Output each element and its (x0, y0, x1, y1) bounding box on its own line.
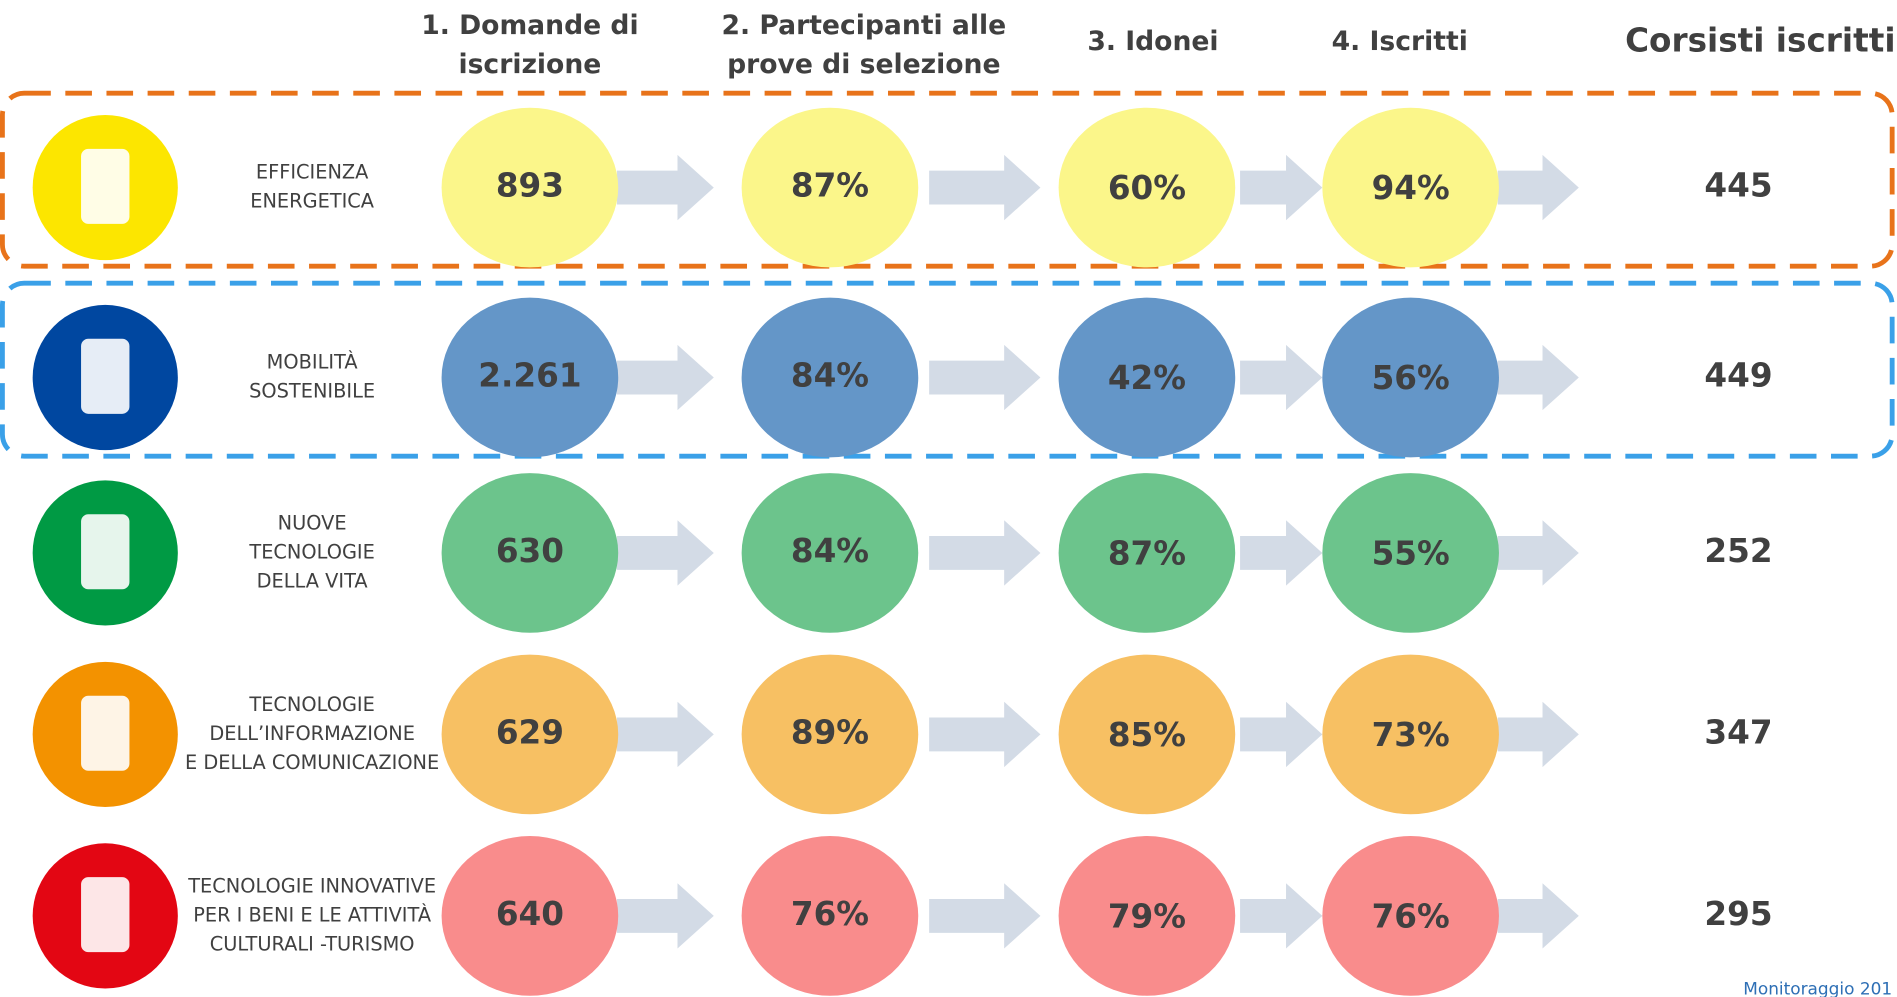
value-circle (741, 654, 919, 815)
row-label: SOSTENIBILE (249, 380, 375, 403)
arrow (1240, 520, 1323, 586)
arrow (617, 520, 714, 586)
value-circle (1058, 836, 1236, 996)
arrow (1240, 344, 1323, 411)
column-header: prove di selezione (727, 49, 1000, 80)
value-circle (441, 473, 619, 633)
value-circle (1322, 107, 1499, 268)
value-circle (741, 473, 919, 633)
value: 94% (1372, 169, 1450, 207)
arrow (929, 701, 1041, 768)
value: 76% (1372, 897, 1450, 935)
arrow (1497, 154, 1579, 221)
value-circle (441, 297, 619, 458)
value: 630 (496, 532, 564, 570)
value: 84% (791, 357, 869, 395)
value: 893 (496, 167, 564, 205)
value-circle (1058, 297, 1236, 458)
arrow (929, 344, 1041, 411)
arrow (929, 520, 1041, 586)
value-circle (1322, 297, 1499, 458)
arrow (1497, 701, 1579, 768)
arrow (1240, 883, 1323, 949)
row-label: TECNOLOGIE (248, 693, 374, 716)
icon-glyph (81, 338, 130, 414)
row-label: PER I BENI E LE ATTIVITÀ (193, 903, 432, 926)
value-circle (441, 654, 619, 815)
arrow (929, 154, 1041, 221)
value: 629 (496, 713, 564, 751)
footer: Monitoraggio 201 (1743, 979, 1892, 997)
value: 42% (1108, 359, 1186, 397)
arrow (617, 701, 714, 768)
arrow (617, 883, 714, 949)
row-label: NUOVE (278, 511, 347, 534)
value-circle (441, 107, 619, 268)
column-header: Corsisti iscritti (1625, 21, 1895, 59)
value-circle (1322, 836, 1499, 996)
value-circle (741, 107, 919, 268)
column-header: 3. Idonei (1087, 26, 1218, 57)
value: 2.261 (478, 357, 581, 395)
total: 449 (1704, 357, 1772, 395)
value: 56% (1372, 359, 1450, 397)
value: 87% (1108, 534, 1186, 572)
highlight-box (0, 280, 1895, 459)
value: 79% (1108, 897, 1186, 935)
column-header: 2. Partecipanti alle (721, 10, 1006, 41)
arrow (1497, 344, 1579, 411)
value-circle (1058, 473, 1236, 633)
row-label: EFFICIENZA (256, 161, 369, 184)
arrow (1497, 520, 1579, 586)
total: 445 (1704, 167, 1772, 205)
arrow (1240, 154, 1323, 221)
value-circle (1322, 473, 1499, 633)
value: 84% (791, 532, 869, 570)
row-label: E DELLA COMUNICAZIONE (185, 751, 439, 774)
highlight-box (0, 90, 1895, 269)
value: 73% (1372, 716, 1450, 754)
value: 87% (791, 167, 869, 205)
value: 60% (1108, 169, 1186, 207)
value: 76% (791, 895, 869, 933)
icon-glyph (81, 695, 130, 771)
arrow (1497, 883, 1579, 949)
icon-glyph (81, 877, 130, 953)
icon-glyph (81, 148, 130, 224)
arrow (929, 883, 1041, 949)
value: 640 (496, 895, 564, 933)
row-label: DELLA VITA (257, 569, 369, 592)
value-circle (441, 836, 619, 996)
arrow (617, 154, 714, 221)
value: 55% (1372, 534, 1450, 572)
row-label: MOBILITÀ (267, 351, 359, 374)
column-header: iscrizione (458, 49, 601, 80)
row-label: DELL’INFORMAZIONE (209, 722, 415, 745)
total: 252 (1704, 532, 1772, 570)
arrow (1240, 701, 1323, 768)
value-circle (741, 836, 919, 996)
column-header: 1. Domande di (421, 10, 638, 41)
value-circle (1058, 654, 1236, 815)
value-circle (741, 297, 919, 458)
value: 85% (1108, 716, 1186, 754)
total: 295 (1704, 895, 1772, 933)
total: 347 (1704, 713, 1772, 751)
icon-glyph (81, 514, 130, 590)
row-label: ENERGETICA (250, 190, 375, 213)
row-label: TECNOLOGIE (248, 540, 374, 563)
arrow (617, 344, 714, 411)
column-header: 4. Iscritti (1332, 26, 1468, 57)
value: 89% (791, 713, 869, 751)
row-label: CULTURALI -TURISMO (210, 932, 415, 955)
value-circle (1322, 654, 1499, 815)
value-circle (1058, 107, 1236, 268)
row-label: TECNOLOGIE INNOVATIVE (187, 874, 436, 897)
